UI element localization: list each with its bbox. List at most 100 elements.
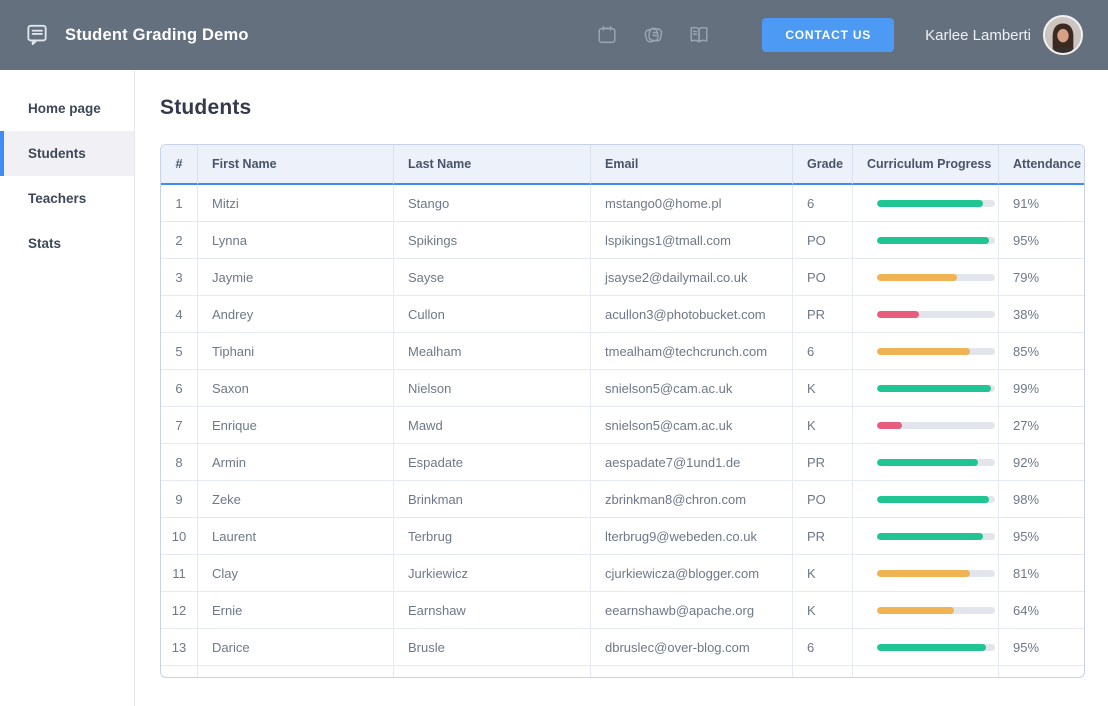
table-row: 10 Laurent Terbrug lterbrug9@webeden.co.uk P… bbox=[161, 518, 1084, 555]
table-row: 7 Enrique Mawd snielson5@cam.ac.uk K 27% bbox=[161, 407, 1084, 444]
table-row: 11 Clay Jurkiewicz cjurkiewicza@blogger.com… bbox=[161, 555, 1084, 592]
cell-email: mstango0@home.pl bbox=[591, 185, 793, 222]
cell-curriculum-progress bbox=[853, 518, 999, 555]
progress-bar bbox=[877, 310, 995, 318]
open-book-icon[interactable] bbox=[688, 24, 710, 46]
cell-attendance: 92% bbox=[999, 444, 1084, 481]
cell-first-name: Ernie bbox=[198, 592, 394, 629]
calendar-icon[interactable] bbox=[596, 24, 618, 46]
cell-email: snielson5@cam.ac.uk bbox=[591, 407, 793, 444]
header-icon-group bbox=[596, 24, 710, 46]
sidebar-item-home-page[interactable]: Home page bbox=[28, 101, 101, 116]
progress-bar bbox=[877, 347, 995, 355]
cell-first-name: Laurent bbox=[198, 518, 394, 555]
user-avatar[interactable] bbox=[1043, 15, 1083, 55]
cell-curriculum-progress bbox=[853, 185, 999, 222]
sidebar-nav: Home page Students Teachers Stats bbox=[0, 70, 135, 706]
column-header--: # bbox=[161, 145, 198, 185]
table-header-row: # First Name Last Name Email Grade Curriculum… bbox=[161, 145, 1084, 185]
progress-bar bbox=[877, 643, 995, 651]
cell-email: acullon3@photobucket.com bbox=[591, 296, 793, 333]
cell-grade: K bbox=[793, 407, 853, 444]
progress-bar-fill bbox=[877, 199, 984, 207]
cell-empty bbox=[161, 666, 198, 677]
progress-bar bbox=[877, 384, 995, 392]
top-header-bar: Student Grading Demo bbox=[0, 0, 1108, 70]
students-table: # First Name Last Name Email Grade Curriculum… bbox=[160, 144, 1085, 678]
cell-row-number: 9 bbox=[161, 481, 198, 518]
notes-icon[interactable] bbox=[642, 24, 664, 46]
progress-bar-fill bbox=[877, 532, 984, 540]
cell-attendance: 64% bbox=[999, 592, 1084, 629]
contact-us-button[interactable]: CONTACT US bbox=[762, 18, 895, 52]
students-table-grid: # First Name Last Name Email Grade Curriculum… bbox=[161, 145, 1084, 677]
cell-first-name: Enrique bbox=[198, 407, 394, 444]
cell-row-number: 4 bbox=[161, 296, 198, 333]
cell-first-name: Saxon bbox=[198, 370, 394, 407]
cell-attendance: 95% bbox=[999, 629, 1084, 666]
cell-grade: 6 bbox=[793, 629, 853, 666]
cell-attendance: 38% bbox=[999, 296, 1084, 333]
cell-grade: K bbox=[793, 592, 853, 629]
progress-bar bbox=[877, 199, 995, 207]
sidebar-item-stats[interactable]: Stats bbox=[28, 236, 62, 251]
cell-empty bbox=[793, 666, 853, 677]
cell-row-number: 11 bbox=[161, 555, 198, 592]
progress-bar-fill bbox=[877, 458, 979, 466]
cell-email: dbruslec@over-blog.com bbox=[591, 629, 793, 666]
cell-grade: K bbox=[793, 555, 853, 592]
table-row-empty bbox=[161, 666, 1084, 677]
progress-bar-fill bbox=[877, 273, 958, 281]
cell-attendance: 27% bbox=[999, 407, 1084, 444]
table-row: 9 Zeke Brinkman zbrinkman8@chron.com PO 98% bbox=[161, 481, 1084, 518]
cell-grade: PO bbox=[793, 222, 853, 259]
cell-last-name: Nielson bbox=[394, 370, 591, 407]
cell-curriculum-progress bbox=[853, 481, 999, 518]
cell-last-name: Jurkiewicz bbox=[394, 555, 591, 592]
cell-grade: PO bbox=[793, 259, 853, 296]
progress-bar bbox=[877, 495, 995, 503]
cell-curriculum-progress bbox=[853, 370, 999, 407]
cell-row-number: 6 bbox=[161, 370, 198, 407]
progress-bar bbox=[877, 458, 995, 466]
cell-grade: PR bbox=[793, 296, 853, 333]
cell-row-number: 1 bbox=[161, 185, 198, 222]
cell-email: lterbrug9@webeden.co.uk bbox=[591, 518, 793, 555]
cell-last-name: Sayse bbox=[394, 259, 591, 296]
cell-last-name: Mawd bbox=[394, 407, 591, 444]
cell-row-number: 2 bbox=[161, 222, 198, 259]
sidebar-item-students[interactable]: Students bbox=[0, 131, 134, 176]
cell-attendance: 95% bbox=[999, 222, 1084, 259]
cell-row-number: 10 bbox=[161, 518, 198, 555]
progress-bar bbox=[877, 569, 995, 577]
cell-email: eearnshawb@apache.org bbox=[591, 592, 793, 629]
progress-bar-fill bbox=[877, 310, 920, 318]
table-row: 8 Armin Espadate aespadate7@1und1.de PR 92% bbox=[161, 444, 1084, 481]
user-name: Karlee Lamberti bbox=[925, 26, 1031, 44]
cell-email: tmealham@techcrunch.com bbox=[591, 333, 793, 370]
cell-last-name: Stango bbox=[394, 185, 591, 222]
cell-empty bbox=[591, 666, 793, 677]
progress-bar-fill bbox=[877, 347, 971, 355]
progress-bar-fill bbox=[877, 606, 954, 614]
cell-first-name: Jaymie bbox=[198, 259, 394, 296]
main-content: Students # First Name Last Name Email Grade C… bbox=[135, 70, 1108, 706]
cell-curriculum-progress bbox=[853, 407, 999, 444]
progress-bar bbox=[877, 421, 995, 429]
cell-last-name: Espadate bbox=[394, 444, 591, 481]
cell-attendance: 95% bbox=[999, 518, 1084, 555]
cell-grade: PR bbox=[793, 444, 853, 481]
cell-email: cjurkiewicza@blogger.com bbox=[591, 555, 793, 592]
cell-email: aespadate7@1und1.de bbox=[591, 444, 793, 481]
cell-grade: 6 bbox=[793, 185, 853, 222]
document-chat-icon bbox=[24, 22, 50, 48]
cell-first-name: Lynna bbox=[198, 222, 394, 259]
cell-first-name: Darice bbox=[198, 629, 394, 666]
sidebar-item-teachers[interactable]: Teachers bbox=[28, 191, 87, 206]
cell-attendance: 91% bbox=[999, 185, 1084, 222]
cell-curriculum-progress bbox=[853, 333, 999, 370]
cell-curriculum-progress bbox=[853, 222, 999, 259]
cell-curriculum-progress bbox=[853, 444, 999, 481]
cell-last-name: Cullon bbox=[394, 296, 591, 333]
